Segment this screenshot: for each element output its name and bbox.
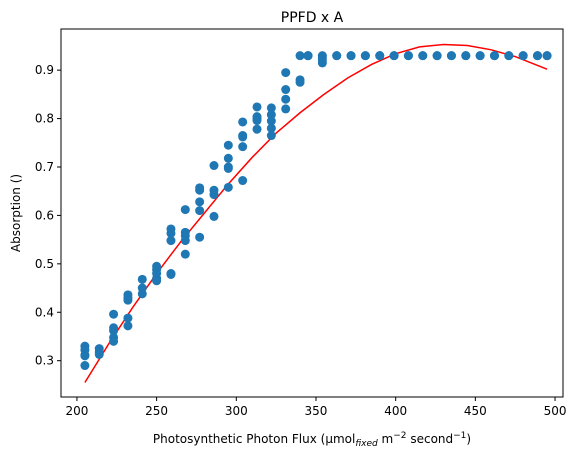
scatter-point bbox=[489, 51, 499, 61]
x-axis-title-sup2: −1 bbox=[453, 431, 466, 441]
scatter-point bbox=[109, 309, 119, 319]
scatter-point bbox=[375, 51, 385, 61]
x-axis-ticks: 200 250 300 350 400 450 500 bbox=[65, 397, 566, 418]
scatter-point bbox=[266, 116, 276, 126]
scatter-point bbox=[209, 190, 219, 200]
scatter-point bbox=[295, 77, 305, 87]
scatter-point bbox=[238, 142, 248, 152]
y-axis-ticks: 0.3 0.4 0.5 0.6 0.7 0.8 0.9 bbox=[35, 63, 61, 368]
scatter-point bbox=[432, 51, 442, 61]
scatter-point bbox=[542, 51, 552, 61]
scatter-point bbox=[80, 351, 90, 361]
fit-curve-layer bbox=[84, 43, 548, 383]
scatter-point bbox=[223, 153, 233, 163]
chart-title: PPFD x A bbox=[281, 10, 344, 26]
scatter-point bbox=[166, 236, 176, 246]
x-tick-label: 200 bbox=[65, 404, 88, 418]
scatter-point bbox=[195, 232, 205, 242]
scatter-point bbox=[295, 51, 305, 61]
scatter-point bbox=[389, 51, 399, 61]
scatter-point bbox=[137, 274, 147, 284]
scatter-point bbox=[123, 313, 133, 323]
scatter-point bbox=[266, 123, 276, 133]
y-tick-label: 0.4 bbox=[35, 305, 54, 319]
x-axis-title-prefix: Photosynthetic Photon Flux (μmol bbox=[153, 432, 355, 446]
scatter-point bbox=[303, 51, 313, 61]
scatter-point bbox=[109, 326, 119, 336]
scatter-point bbox=[238, 132, 248, 142]
scatter-point bbox=[346, 51, 356, 61]
scatter-point bbox=[252, 116, 262, 126]
x-tick-label: 400 bbox=[384, 404, 407, 418]
scatter-point bbox=[475, 51, 485, 61]
x-axis-title-subscript: fixed bbox=[355, 439, 378, 449]
scatter-point bbox=[446, 51, 456, 61]
x-axis-title: Photosynthetic Photon Flux (μmolfixed m−… bbox=[153, 431, 471, 449]
scatter-point bbox=[195, 197, 205, 207]
scatter-point bbox=[281, 104, 291, 114]
scatter-point bbox=[403, 51, 413, 61]
x-tick-label: 350 bbox=[305, 404, 328, 418]
scatter-point bbox=[223, 163, 233, 173]
y-tick-label: 0.7 bbox=[35, 160, 54, 174]
scatter-point bbox=[123, 321, 133, 331]
scatter-point bbox=[223, 140, 233, 150]
scatter-point bbox=[281, 85, 291, 95]
scatter-point bbox=[281, 94, 291, 104]
scatter-point bbox=[238, 176, 248, 186]
scatter-point bbox=[266, 131, 276, 141]
scatter-point bbox=[209, 161, 219, 171]
y-axis-title: Absorption () bbox=[9, 174, 23, 252]
x-axis-title-mid1: m bbox=[378, 432, 394, 446]
x-axis-title-mid2: second bbox=[407, 432, 454, 446]
scatter-point bbox=[209, 211, 219, 221]
scatter-point bbox=[195, 185, 205, 195]
scatter-point bbox=[332, 51, 342, 61]
scatter-point bbox=[281, 68, 291, 78]
y-tick-label: 0.6 bbox=[35, 208, 54, 222]
scatter-point bbox=[152, 276, 162, 286]
x-tick-label: 450 bbox=[464, 404, 487, 418]
scatter-point bbox=[238, 117, 248, 127]
x-axis-title-suffix: ) bbox=[466, 432, 471, 446]
scatter-point bbox=[266, 103, 276, 113]
scatter-point bbox=[180, 236, 190, 246]
fit-curve-line bbox=[84, 43, 548, 383]
scatter-point bbox=[518, 51, 528, 61]
scatter-point bbox=[317, 58, 327, 68]
scatter-point bbox=[195, 206, 205, 216]
scatter-point bbox=[180, 205, 190, 215]
scatter-point bbox=[418, 51, 428, 61]
scatter-point bbox=[533, 51, 543, 61]
scatter-point bbox=[252, 102, 262, 112]
scatter-point bbox=[223, 182, 233, 192]
scatter-point bbox=[94, 349, 104, 359]
y-tick-label: 0.8 bbox=[35, 112, 54, 126]
scatter-point bbox=[360, 51, 370, 61]
scatter-point bbox=[123, 295, 133, 305]
x-tick-label: 500 bbox=[544, 404, 567, 418]
scatter-point bbox=[180, 249, 190, 259]
y-tick-label: 0.9 bbox=[35, 63, 54, 77]
scatter-point bbox=[252, 124, 262, 134]
scatter-point bbox=[166, 228, 176, 238]
scatter-point bbox=[504, 51, 514, 61]
scatter-point bbox=[166, 269, 176, 279]
scatter-point bbox=[109, 336, 119, 346]
scatter-point bbox=[137, 289, 147, 299]
scatter-point bbox=[266, 110, 276, 120]
y-tick-label: 0.5 bbox=[35, 257, 54, 271]
axes-frame bbox=[60, 28, 564, 398]
scatter-point bbox=[461, 51, 471, 61]
x-axis-title-sup1: −2 bbox=[393, 431, 406, 441]
y-tick-label: 0.3 bbox=[35, 354, 54, 368]
scatter-points-layer bbox=[80, 51, 552, 371]
scatter-point bbox=[80, 361, 90, 371]
x-tick-label: 250 bbox=[145, 404, 168, 418]
x-tick-label: 300 bbox=[225, 404, 248, 418]
